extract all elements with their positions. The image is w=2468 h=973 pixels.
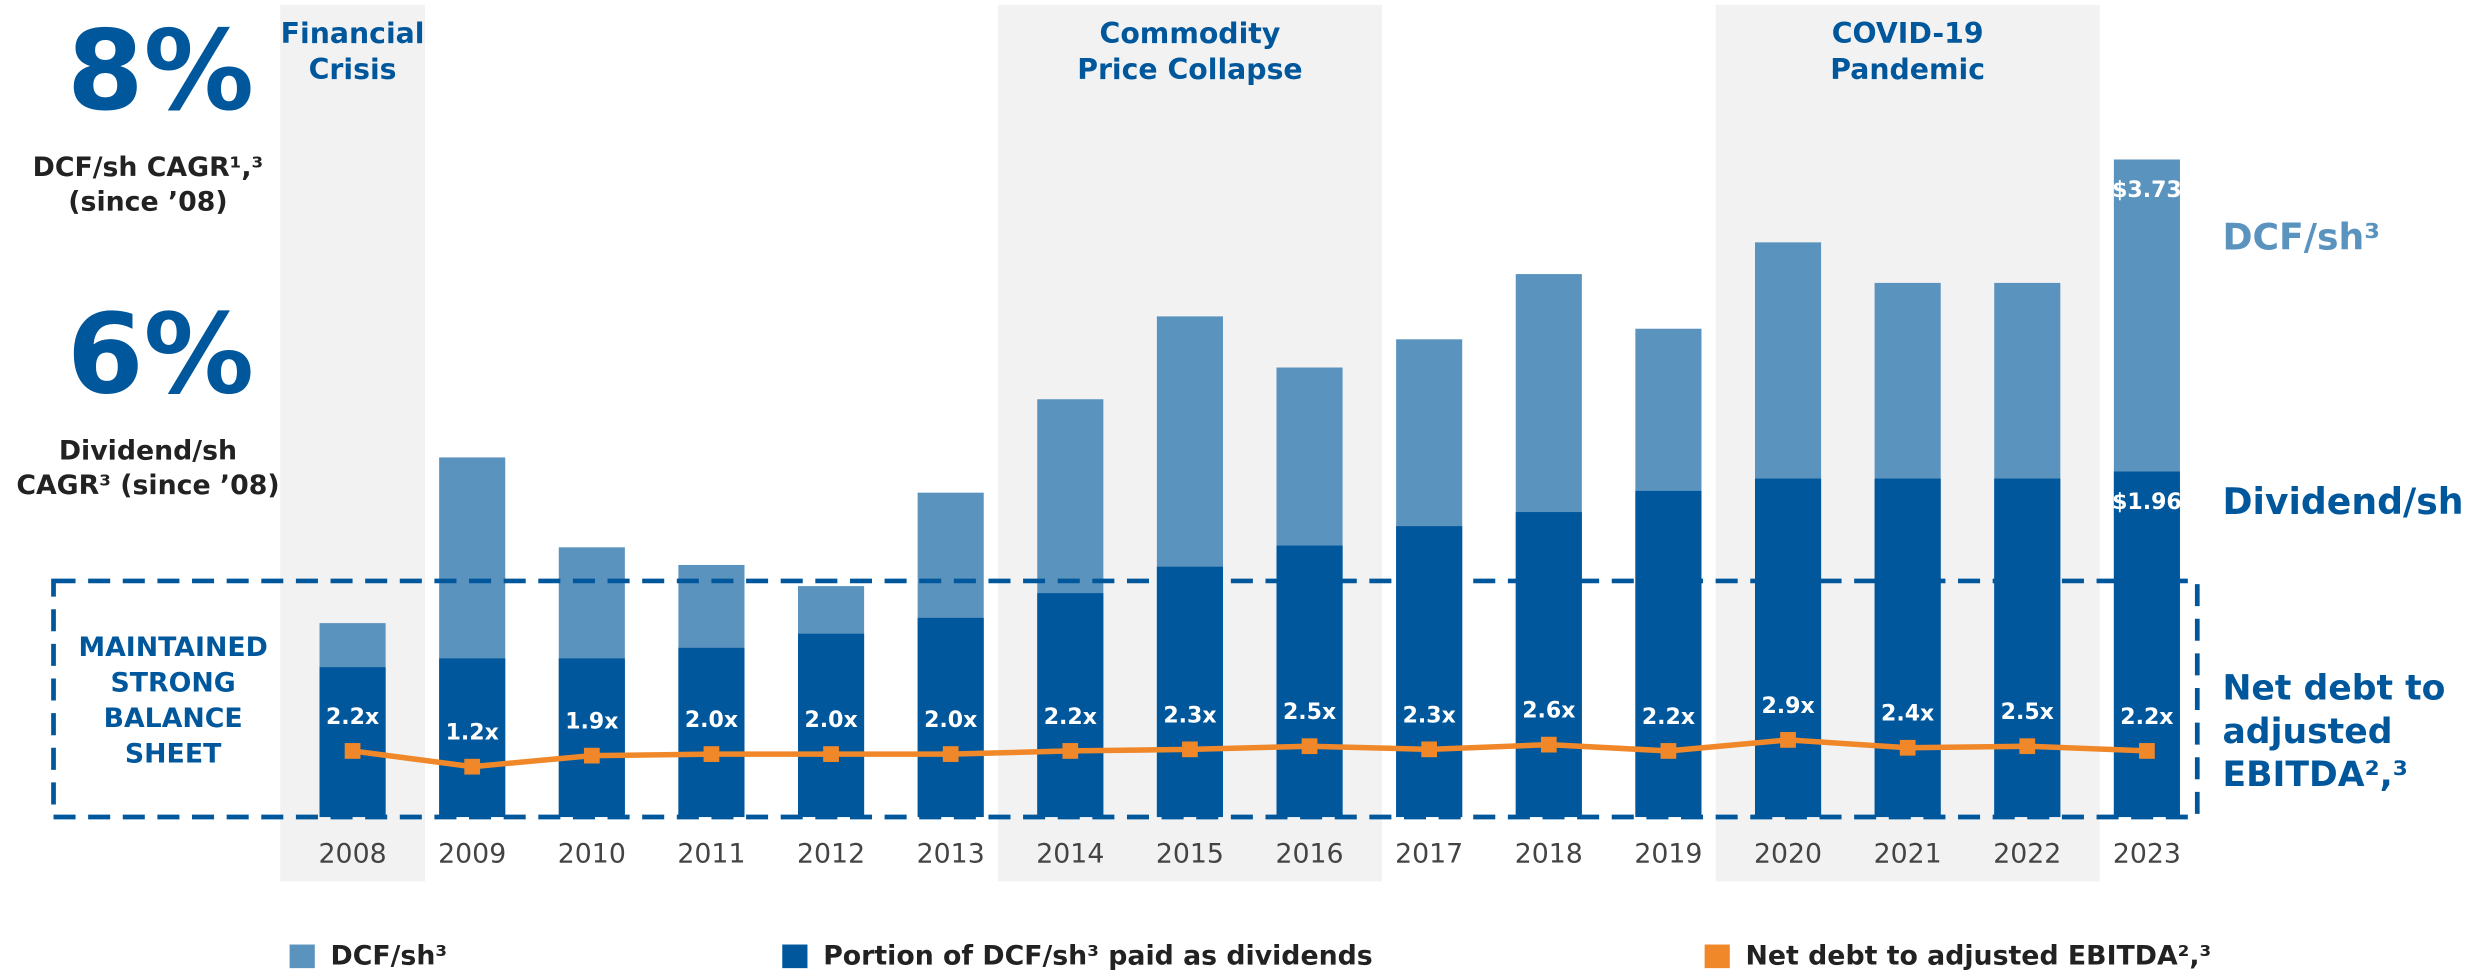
net-debt-label: 2.4x — [1881, 702, 1934, 727]
net-debt-marker — [942, 746, 959, 762]
dividend-bar — [1994, 478, 2061, 818]
bar-value-label: $1.96 — [2112, 490, 2182, 515]
net-debt-label: 2.9x — [1761, 694, 1814, 719]
x-tick-label: 2016 — [1276, 838, 1344, 869]
x-tick-label: 2012 — [797, 838, 865, 869]
dividend-bar — [1276, 545, 1343, 818]
box-label: MAINTAINED — [78, 632, 267, 663]
net-debt-marker — [823, 746, 839, 762]
net-debt-marker — [1540, 736, 1557, 753]
net-debt-label: 2.5x — [2001, 700, 2054, 725]
legend-label: DCF/sh³ — [331, 941, 448, 972]
period-label: Financial — [281, 17, 425, 50]
series-label: Net debt to — [2222, 669, 2445, 709]
net-debt-marker — [344, 743, 361, 759]
balance-box — [51, 578, 2200, 820]
x-tick-label: 2013 — [917, 838, 985, 869]
x-tick-label: 2014 — [1036, 838, 1104, 869]
dividend-bar — [1874, 478, 1941, 818]
x-tick-label: 2008 — [319, 838, 387, 869]
net-debt-label: 2.3x — [1163, 703, 1216, 728]
dividend-bar — [439, 658, 506, 818]
x-tick-label: 2010 — [558, 838, 626, 869]
box-label: SHEET — [125, 738, 222, 769]
dividend-bar — [798, 633, 865, 818]
net-debt-marker — [1780, 732, 1796, 748]
x-tick-label: 2023 — [2113, 838, 2181, 869]
bar-value-label: $3.73 — [2112, 178, 2182, 203]
x-tick-label: 2022 — [1993, 838, 2061, 869]
callout-value: 8% — [67, 7, 254, 135]
callout-text: CAGR³ (since ’08) — [16, 470, 279, 501]
legend-swatch — [782, 944, 808, 969]
net-debt-label: 2.2x — [1044, 705, 1097, 730]
period-label: COVID-19 — [1832, 17, 1984, 50]
net-debt-label: 2.2x — [2120, 705, 2173, 730]
net-debt-marker — [2019, 738, 2036, 755]
series-label: adjusted — [2222, 712, 2392, 752]
x-tick-label: 2015 — [1156, 838, 1224, 869]
net-debt-label: 2.6x — [1522, 699, 1575, 724]
net-debt-marker — [2139, 743, 2155, 759]
net-debt-marker — [1182, 741, 1198, 758]
x-tick-label: 2019 — [1634, 838, 1702, 869]
net-debt-label: 2.0x — [804, 708, 857, 733]
net-debt-marker — [1899, 739, 1916, 756]
legend-label: Net debt to adjusted EBITDA²,³ — [1746, 941, 2212, 972]
net-debt-marker — [1660, 743, 1677, 759]
period-label: Crisis — [309, 53, 397, 86]
x-tick-label: 2011 — [677, 838, 745, 869]
net-debt-label: 2.2x — [1642, 705, 1695, 730]
net-debt-marker — [464, 758, 481, 775]
callout-text: DCF/sh CAGR¹,³ — [33, 152, 264, 183]
period-label: Pandemic — [1830, 53, 1985, 86]
box-label: BALANCE — [104, 703, 243, 734]
legend-swatch — [289, 944, 315, 969]
net-debt-label: 2.0x — [685, 708, 738, 733]
x-tick-label: 2020 — [1754, 838, 1822, 869]
dividend-bar — [2113, 471, 2180, 818]
callout-value: 6% — [67, 290, 254, 418]
period-label: Commodity — [1100, 17, 1281, 50]
net-debt-label: 2.0x — [924, 708, 977, 733]
net-debt-label: 2.3x — [1403, 703, 1456, 728]
legend-label: Portion of DCF/sh³ paid as dividends — [823, 941, 1373, 972]
net-debt-marker — [1301, 738, 1318, 755]
dividend-bar — [917, 617, 984, 818]
net-debt-label: 2.5x — [1283, 700, 1336, 725]
dividend-bar — [1396, 526, 1463, 818]
dividend-bar — [1156, 566, 1223, 818]
dividend-bar — [678, 647, 745, 818]
net-debt-marker — [1062, 743, 1079, 759]
dividend-bar — [319, 667, 386, 818]
series-label: DCF/sh³ — [2222, 215, 2380, 258]
net-debt-marker — [703, 746, 720, 762]
net-debt-line — [352, 737, 2148, 770]
net-debt-label: 1.2x — [446, 721, 499, 746]
net-debt-label: 2.2x — [326, 705, 379, 730]
callout-text: (since ’08) — [68, 187, 227, 218]
net-debt-marker — [1421, 741, 1438, 758]
callout-text: Dividend/sh — [59, 435, 237, 466]
x-tick-label: 2009 — [438, 838, 506, 869]
dividend-bar — [1754, 478, 1822, 818]
dividend-bar — [1037, 593, 1104, 818]
x-tick-label: 2021 — [1874, 838, 1942, 869]
series-label: Dividend/sh — [2222, 480, 2463, 523]
net-debt-label: 1.9x — [565, 710, 618, 735]
dividend-bar — [558, 658, 625, 818]
x-tick-label: 2018 — [1515, 838, 1583, 869]
legend-swatch — [1704, 944, 1730, 969]
series-label: EBITDA²,³ — [2222, 755, 2408, 795]
net-debt-marker — [583, 747, 600, 764]
box-label: STRONG — [111, 668, 236, 699]
x-tick-label: 2017 — [1395, 838, 1463, 869]
period-label: Price Collapse — [1077, 53, 1302, 86]
dividend-bar — [1635, 490, 1702, 818]
dividend-bar — [1515, 512, 1582, 818]
